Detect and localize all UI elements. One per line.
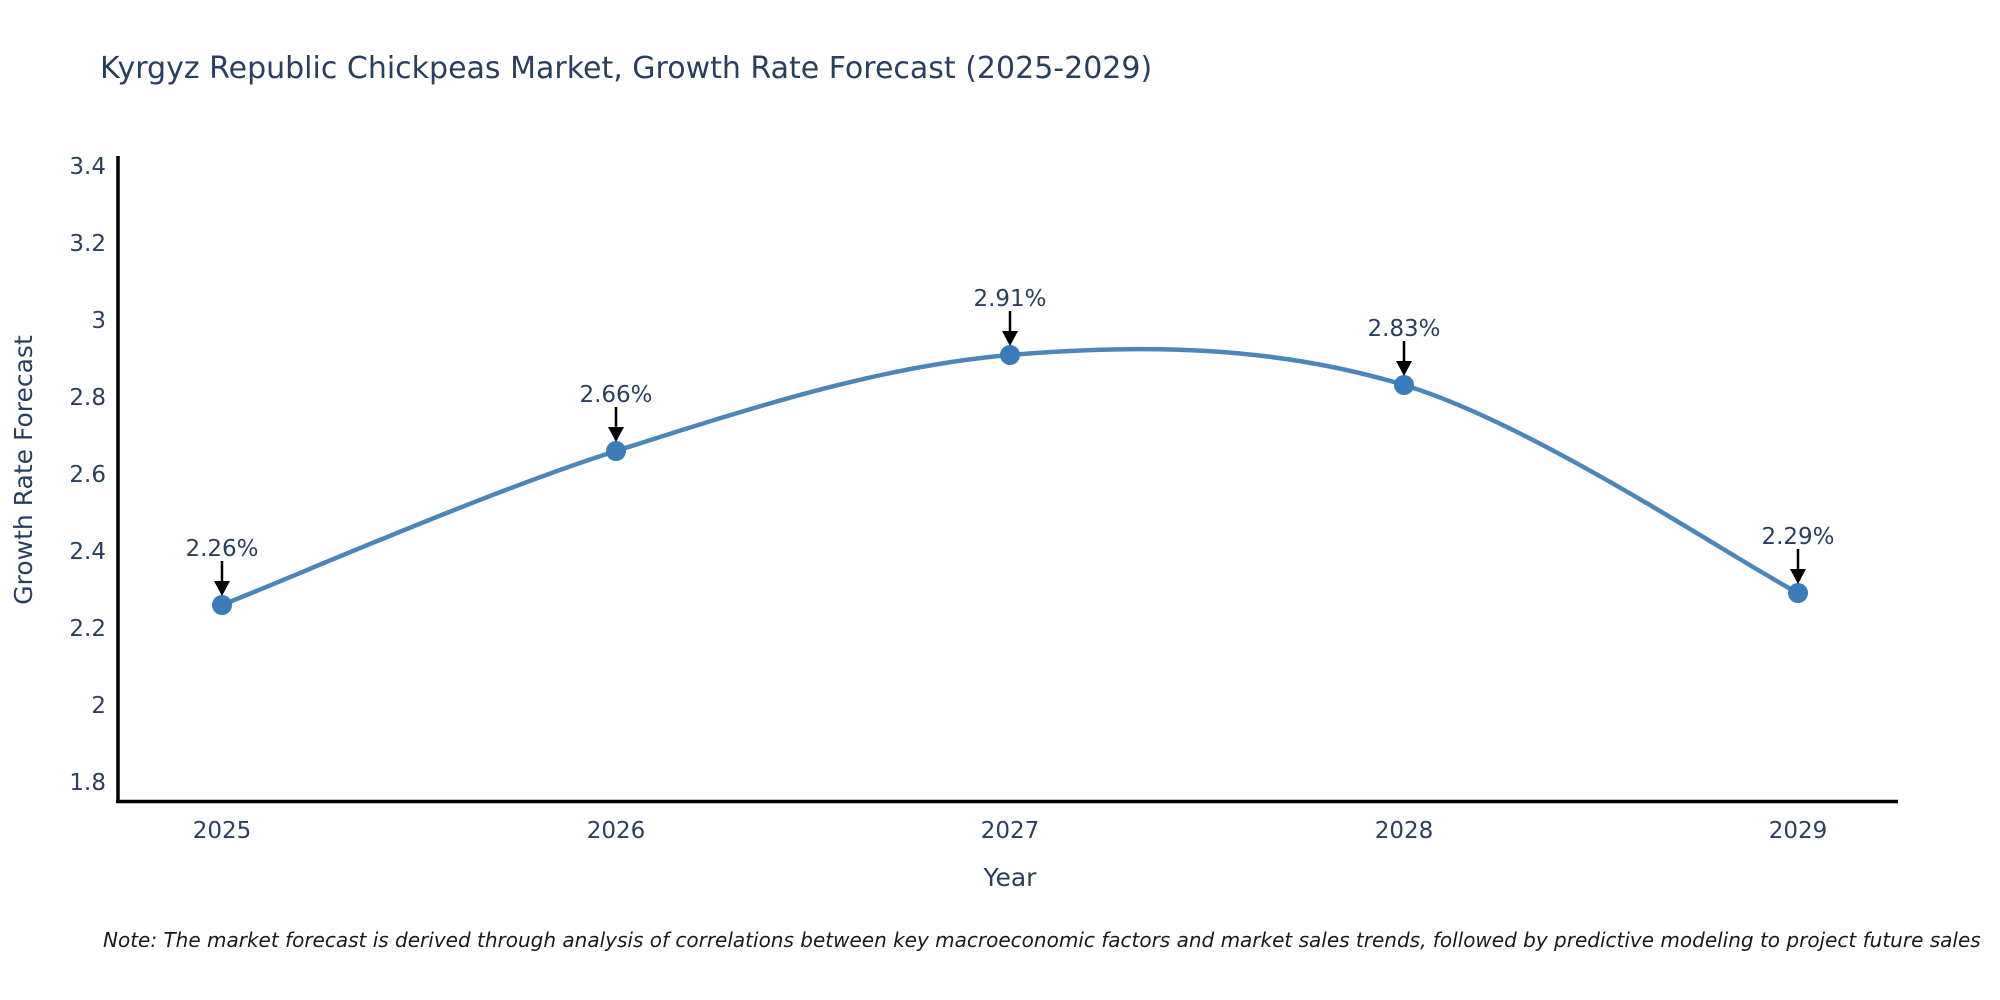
y-tick-label: 3.4 (69, 154, 106, 180)
x-tick-label: 2026 (587, 818, 646, 844)
x-tick-label: 2029 (1769, 818, 1828, 844)
y-tick-label: 3 (91, 308, 106, 334)
x-tick-label: 2025 (193, 818, 252, 844)
arrow-head-icon (1396, 361, 1412, 376)
arrow-head-icon (1002, 331, 1018, 346)
data-point-marker (1000, 345, 1020, 365)
series-line (219, 346, 1801, 608)
y-tick-label: 2.2 (69, 616, 106, 642)
y-tick-label: 1.8 (69, 770, 106, 796)
x-axis-title: Year (983, 863, 1038, 892)
y-tick-label: 3.2 (69, 231, 106, 257)
y-axis: 3.4 3.2 3 2.8 2.6 2.4 2.2 2 1.8 Growth R… (9, 154, 120, 803)
data-point-label: 2.83% (1367, 316, 1440, 342)
y-tick-label: 2.8 (69, 385, 106, 411)
data-point-marker (1394, 375, 1414, 395)
y-tick-label: 2.6 (69, 462, 106, 488)
x-axis: 2025 2026 2027 2028 2029 Year (116, 799, 1898, 892)
annotation-2029: 2.29% (1761, 524, 1835, 584)
data-point-marker (1788, 583, 1808, 603)
data-point-label: 2.66% (579, 382, 652, 408)
y-axis-title: Growth Rate Forecast (9, 335, 38, 605)
point-annotations: 2.26% 2.66% 2.91% 2.83% 2.29% (185, 286, 1835, 596)
x-tick-label: 2028 (1375, 818, 1434, 844)
annotation-2026: 2.66% (579, 382, 653, 442)
arrow-head-icon (608, 427, 624, 442)
arrow-head-icon (1790, 569, 1806, 584)
y-tick-label: 2 (91, 693, 106, 719)
y-tick-label: 2.4 (69, 539, 106, 565)
data-point-label: 2.29% (1761, 524, 1834, 550)
arrow-head-icon (214, 581, 230, 596)
data-point-label: 2.91% (973, 286, 1046, 312)
annotation-2027: 2.91% (973, 286, 1047, 346)
chart-title: Kyrgyz Republic Chickpeas Market, Growth… (100, 51, 1152, 86)
data-point-marker (212, 595, 232, 615)
footnote: Note: The market forecast is derived thr… (103, 928, 1981, 952)
data-point-label: 2.26% (185, 536, 258, 562)
x-tick-label: 2027 (981, 818, 1040, 844)
annotation-2025: 2.26% (185, 536, 259, 596)
series-growth-rate (212, 345, 1808, 615)
data-point-marker (606, 441, 626, 461)
annotation-2028: 2.83% (1367, 316, 1441, 376)
